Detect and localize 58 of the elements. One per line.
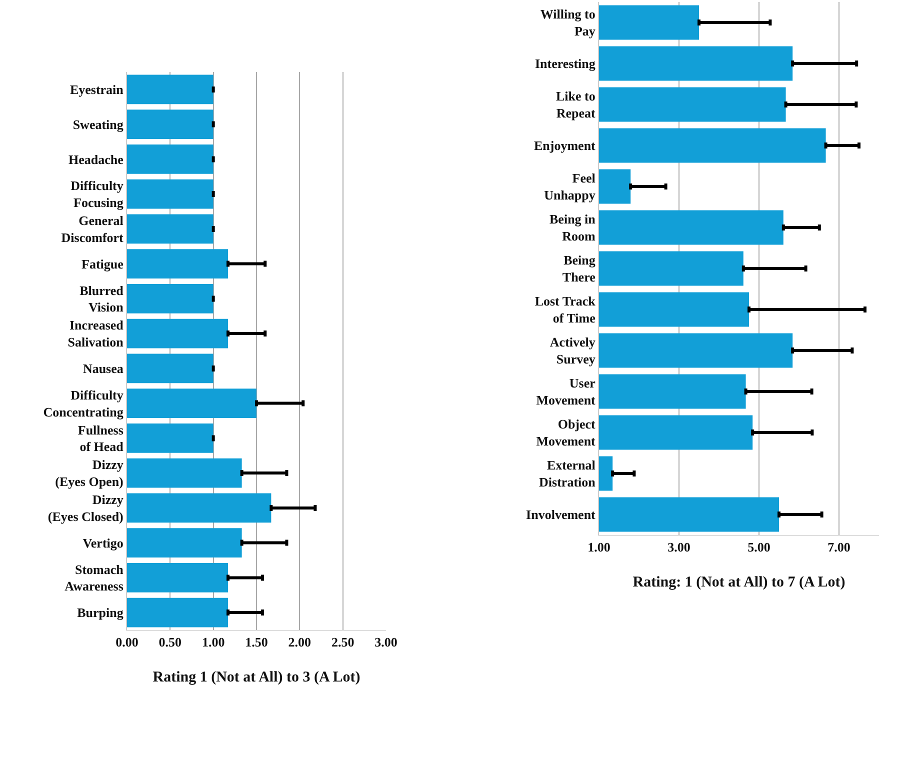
y-tick-label: Fullness of Head	[78, 422, 124, 454]
bar	[127, 528, 242, 558]
bar	[127, 74, 214, 104]
x-tick-label: 2.50	[331, 634, 354, 650]
y-tick-label: Lost Track of Time	[534, 294, 596, 326]
bar	[127, 179, 214, 209]
bar	[127, 493, 272, 523]
y-tick-label: Interesting	[534, 56, 596, 72]
y-tick-label: General Discomfort	[61, 213, 124, 245]
y-tick-label: Feel Unhappy	[544, 170, 596, 202]
bar	[127, 284, 214, 314]
y-tick-label: Increased Salivation	[68, 318, 124, 350]
bar	[127, 318, 228, 348]
y-tick-label: Difficulty Concentrating	[43, 387, 124, 420]
bar	[127, 110, 214, 139]
y-tick-label: Being There	[562, 252, 596, 284]
x-tick-label: 5.00	[748, 540, 770, 555]
bar	[127, 144, 214, 174]
x-tick-label: 1.00	[202, 634, 225, 650]
y-tick-label: Like to Repeat	[556, 88, 596, 120]
x-tick-label: 2.00	[288, 634, 312, 650]
x-tick-label: 1.00	[588, 540, 610, 555]
bar	[127, 214, 214, 244]
x-tick-label: 3.00	[374, 634, 398, 650]
y-tick-label: Burping	[77, 605, 124, 620]
y-tick-label: Actively Survey	[550, 334, 596, 366]
bar	[127, 354, 214, 384]
bar	[127, 598, 228, 628]
x-tick-label: 7.00	[828, 540, 850, 555]
y-tick-label: Enjoyment	[534, 138, 596, 154]
x-axis-title: Rating: 1 (Not at All) to 7 (A Lot)	[632, 574, 846, 591]
y-tick-label: Willing to Pay	[540, 6, 596, 38]
bar	[127, 458, 242, 488]
y-tick-label: Dizzy (Eyes Closed)	[48, 492, 124, 524]
bar	[127, 563, 228, 592]
y-tick-label: Sweating	[72, 116, 124, 132]
bar	[127, 249, 228, 278]
y-tick-label: Object Movement	[536, 416, 596, 448]
y-tick-label: External Distration	[539, 458, 596, 490]
y-tick-label: Nausea	[82, 360, 124, 376]
y-tick-label: User Movement	[536, 376, 596, 408]
x-tick-label: 0.50	[158, 634, 182, 650]
x-axis-title: Rating 1 (Not at All) to 3 (A Lot)	[152, 670, 360, 686]
y-tick-label: Dizzy (Eyes Open)	[55, 457, 124, 490]
y-tick-label: Difficulty Focusing	[70, 178, 124, 210]
y-tick-label: Involvement	[526, 507, 596, 522]
x-tick-label: 1.50	[245, 634, 268, 650]
y-tick-label: Eyestrain	[70, 82, 124, 97]
y-tick-label: Headache	[68, 152, 124, 167]
bar	[127, 388, 256, 418]
y-tick-label: Stomach Awareness	[64, 562, 124, 594]
y-tick-label: Blurred Vision	[80, 282, 124, 315]
x-tick-label: 3.00	[668, 540, 690, 555]
x-tick-label: 0.00	[116, 634, 138, 650]
bar	[127, 424, 214, 453]
y-tick-label: Vertigo	[82, 535, 124, 550]
y-tick-label: Fatigue	[82, 256, 124, 272]
y-tick-label: Being in Room	[550, 212, 596, 244]
